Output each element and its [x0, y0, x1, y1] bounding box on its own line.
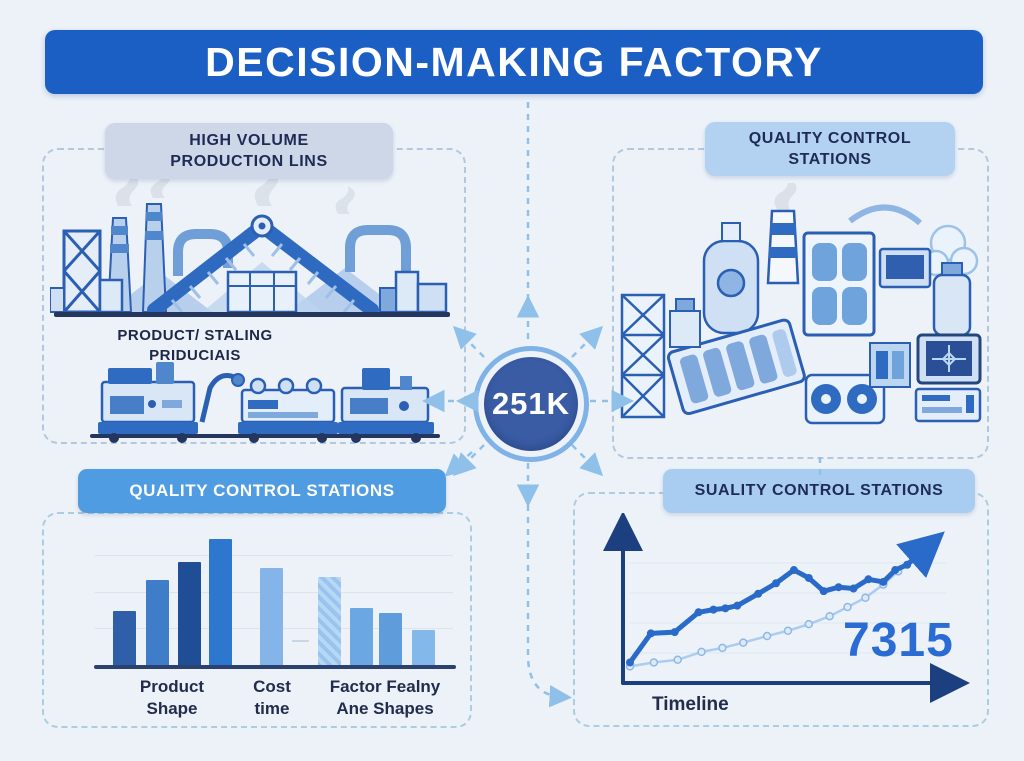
bar-chart-header: QUALITY CONTROL STATIONS: [78, 469, 446, 513]
trend-arrow: [896, 531, 945, 579]
data-point: [626, 658, 634, 667]
line-chart-title: SUALITY CONTROL STATIONS: [694, 482, 944, 499]
data-point: [733, 601, 742, 610]
bar-chart-title: QUALITY CONTROL STATIONS: [129, 481, 395, 500]
hub-value: 251K: [491, 386, 571, 421]
conveyor-icon: [147, 219, 269, 317]
drum-icon: [804, 373, 886, 425]
smoke-icon: [774, 183, 797, 211]
data-point: [673, 655, 682, 665]
tick-dash: [292, 640, 309, 642]
bar-category-label: Product Shape: [139, 677, 205, 718]
factory-illustration: [50, 176, 450, 317]
data-point: [834, 583, 843, 592]
computer-terminal-icon: [914, 333, 982, 423]
data-point: [783, 626, 793, 636]
data-point: [772, 579, 781, 588]
bar-category-label: Factor Fealny Ane Shapes: [329, 677, 441, 718]
data-point: [861, 593, 870, 603]
data-point: [646, 629, 655, 638]
data-point: [697, 647, 706, 657]
page-title: DECISION-MAKING FACTORY: [205, 38, 823, 85]
data-point: [789, 566, 798, 575]
label-high-volume-line2: PRODUCTION LINS: [170, 153, 328, 170]
data-point: [694, 608, 703, 617]
line-chart: [603, 513, 970, 703]
data-point: [709, 605, 718, 614]
bar: [260, 568, 283, 667]
panel-bar-chart: [42, 512, 472, 728]
bar-chart-axis: [94, 665, 456, 669]
connector-to-bar-chart: [444, 451, 473, 477]
connector-south-curve: [526, 505, 572, 708]
data-point: [762, 631, 772, 641]
bar: [209, 539, 232, 667]
bar: [146, 580, 169, 667]
annotation-value: 7315: [843, 614, 954, 667]
data-point: [879, 577, 888, 586]
robot-arm-icon: [199, 373, 238, 423]
label-high-volume-line1: HIGH VOLUME: [189, 132, 309, 149]
data-point: [738, 638, 748, 647]
bar: [113, 611, 136, 667]
machines-illustration: [90, 362, 440, 443]
data-point: [864, 575, 873, 584]
label-high-volume: HIGH VOLUME PRODUCTION LINS: [105, 123, 393, 179]
data-point: [804, 619, 814, 629]
central-hub: 251K: [470, 343, 589, 462]
bar: [178, 562, 201, 667]
title-banner: DECISION-MAKING FACTORY: [45, 30, 983, 94]
bar: [379, 613, 402, 667]
data-point: [804, 573, 813, 582]
data-point: [819, 587, 828, 596]
label-quality-control: QUALITY CONTROL STATIONS: [705, 122, 955, 176]
bar-chart: [95, 515, 460, 667]
data-point: [843, 602, 852, 612]
label-quality-control-line2: STATIONS: [788, 151, 872, 168]
label-product-staling: PRODUCT/ STALING PRIDUCIAIS: [117, 327, 273, 364]
bar: [412, 630, 435, 667]
equipment-illustration: [620, 183, 982, 425]
smoke-icon: [115, 176, 139, 206]
data-point: [649, 658, 659, 667]
line-chart-axes: [603, 513, 970, 703]
data-point: [754, 589, 763, 598]
data-point: [849, 584, 858, 593]
data-point: [891, 566, 900, 575]
bar: [318, 577, 341, 667]
line-chart-grid: [630, 562, 946, 654]
truss-tower-icon: [62, 229, 102, 314]
x-axis-label: Timeline: [652, 694, 729, 715]
line-chart-header: SUALITY CONTROL STATIONS: [663, 469, 975, 513]
data-point: [825, 611, 834, 621]
bar-category-label: Cost time: [253, 677, 291, 718]
container-icon: [666, 318, 806, 416]
data-point: [718, 643, 727, 653]
data-point: [670, 628, 679, 637]
bar: [350, 608, 373, 667]
label-quality-control-line1: QUALITY CONTROL: [748, 130, 912, 147]
data-point: [721, 604, 730, 613]
hub-core: 251K: [484, 357, 578, 451]
